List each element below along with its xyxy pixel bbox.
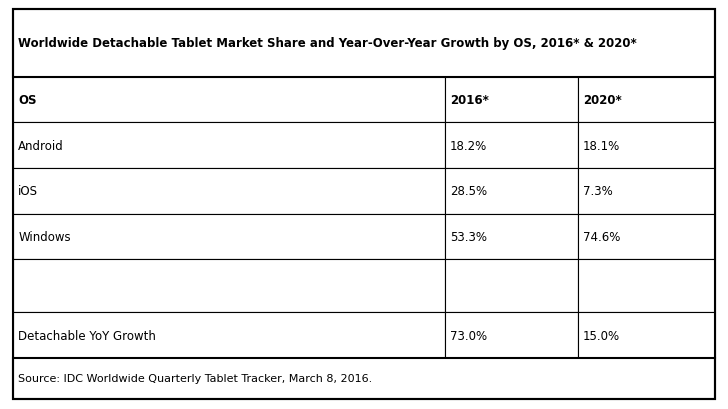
- Bar: [13, 214, 445, 260]
- Text: 28.5%: 28.5%: [450, 185, 487, 198]
- Bar: [13, 123, 445, 169]
- Bar: [578, 77, 715, 123]
- Bar: [578, 260, 715, 312]
- Bar: [445, 77, 578, 123]
- Text: 74.6%: 74.6%: [583, 230, 620, 243]
- Text: 15.0%: 15.0%: [583, 329, 620, 342]
- Text: 2016*: 2016*: [450, 94, 488, 107]
- Text: 2020*: 2020*: [583, 94, 622, 107]
- Bar: [445, 312, 578, 358]
- Bar: [445, 169, 578, 214]
- Bar: [445, 123, 578, 169]
- Bar: [578, 214, 715, 260]
- Bar: [13, 260, 445, 312]
- Text: Windows: Windows: [18, 230, 71, 243]
- Bar: [13, 312, 445, 358]
- Text: OS: OS: [18, 94, 36, 107]
- Bar: [445, 260, 578, 312]
- Text: 18.2%: 18.2%: [450, 139, 487, 152]
- Bar: [578, 169, 715, 214]
- Bar: [578, 123, 715, 169]
- Text: Android: Android: [18, 139, 64, 152]
- Bar: [13, 358, 715, 399]
- Bar: [578, 312, 715, 358]
- Text: Detachable YoY Growth: Detachable YoY Growth: [18, 329, 156, 342]
- Text: Worldwide Detachable Tablet Market Share and Year-Over-Year Growth by OS, 2016* : Worldwide Detachable Tablet Market Share…: [18, 37, 637, 50]
- Bar: [13, 10, 715, 77]
- Bar: [13, 169, 445, 214]
- Bar: [445, 214, 578, 260]
- Text: 7.3%: 7.3%: [583, 185, 613, 198]
- Text: 18.1%: 18.1%: [583, 139, 620, 152]
- Text: Source: IDC Worldwide Quarterly Tablet Tracker, March 8, 2016.: Source: IDC Worldwide Quarterly Tablet T…: [18, 373, 373, 383]
- Text: 73.0%: 73.0%: [450, 329, 487, 342]
- Text: 53.3%: 53.3%: [450, 230, 487, 243]
- Bar: [13, 77, 445, 123]
- Text: iOS: iOS: [18, 185, 38, 198]
